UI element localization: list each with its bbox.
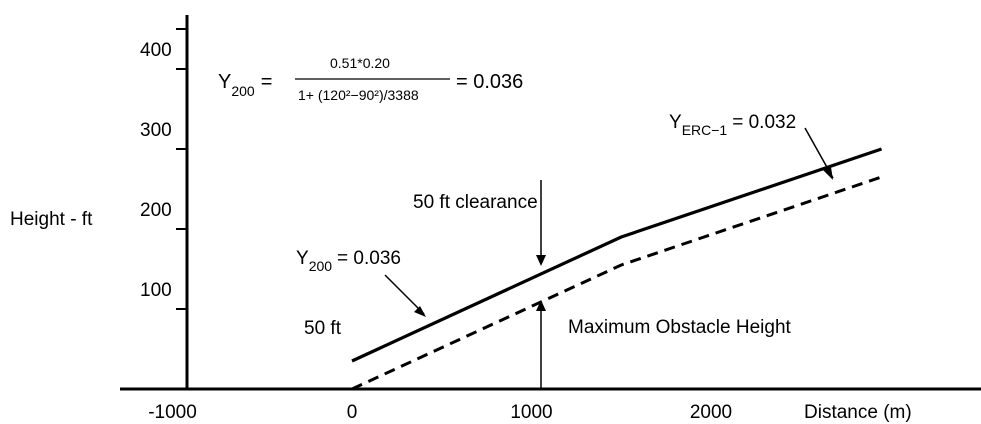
y-tick-label: 300 <box>140 120 172 141</box>
clearance-label: 50 ft clearance <box>413 192 538 213</box>
max-obstacle-arrow <box>536 300 546 389</box>
y-erc-label: YERC−1 = 0.032 <box>669 112 796 138</box>
formula-lhs: Y200 = <box>218 71 272 99</box>
formula-result: = 0.036 <box>456 71 523 93</box>
y-ticks: 100 200 300 400 <box>140 28 187 310</box>
max-obstacle-label: Maximum Obstacle Height <box>568 317 792 338</box>
y-tick-label: 100 <box>140 280 172 301</box>
y-tick-label: 200 <box>140 200 172 221</box>
formula-numerator: 0.51*0.20 <box>330 55 390 71</box>
x-axis-label: Distance (m) <box>804 402 912 423</box>
fifty-ft-label: 50 ft <box>304 318 342 339</box>
y-tick-label: 400 <box>140 40 172 61</box>
x-tick-label: 1000 <box>510 402 552 423</box>
clearance-arrow <box>536 180 546 266</box>
y-200-label: Y200 = 0.036 <box>296 248 401 274</box>
y-200-arrow <box>384 274 426 317</box>
x-tick-label: 0 <box>347 402 358 423</box>
obstacle-line <box>351 175 883 391</box>
series-layer <box>351 147 883 391</box>
y-axis-label: Height - ft <box>10 209 93 230</box>
x-tick-label: -1000 <box>148 402 197 423</box>
formula-denominator: 1+ (120²−90²)/3388 <box>298 87 419 103</box>
x-ticks: -1000 0 1000 2000 <box>148 402 732 423</box>
formula: Y200 = 0.51*0.20 1+ (120²−90²)/3388 = 0.0… <box>218 55 523 103</box>
flight-path-line <box>351 147 883 363</box>
y-erc-arrow <box>804 127 834 180</box>
x-tick-label: 2000 <box>690 402 732 423</box>
